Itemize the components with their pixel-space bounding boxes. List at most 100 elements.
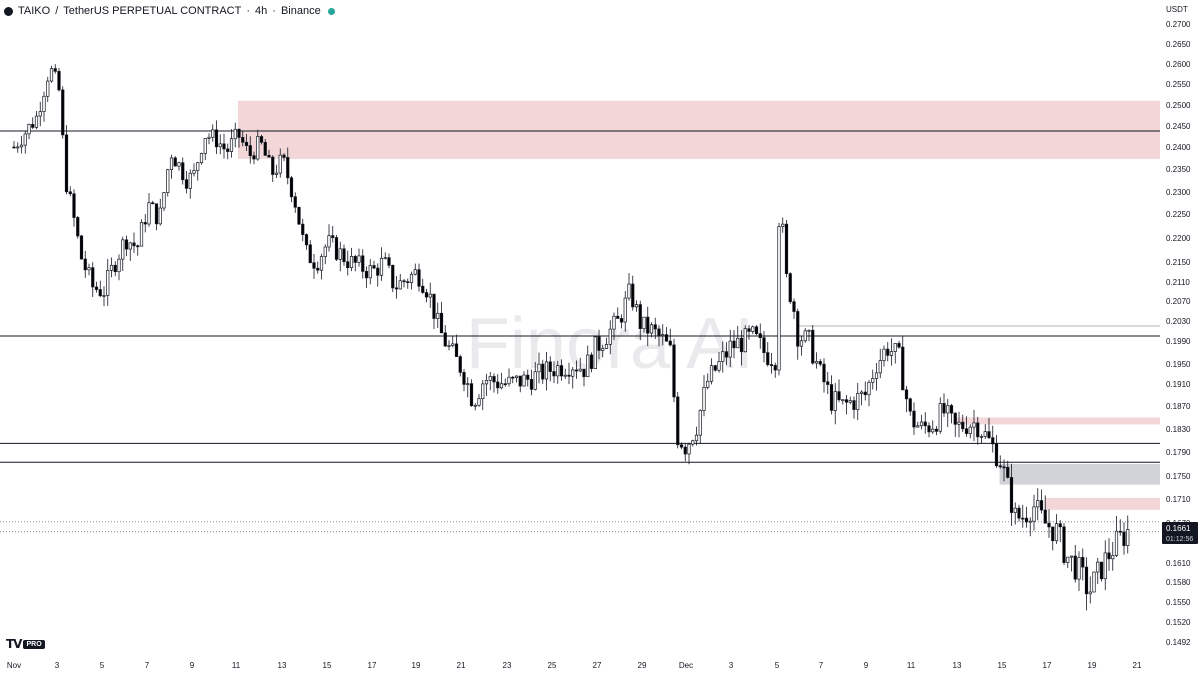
candle-body-193[interactable]	[736, 337, 740, 349]
candle-body-93[interactable]	[361, 255, 365, 272]
candle-body-110[interactable]	[424, 292, 429, 298]
candle-body-296[interactable]	[1122, 531, 1126, 546]
candle-body-69[interactable]	[271, 156, 275, 175]
candle-body-131[interactable]	[503, 383, 507, 386]
candle-body-281[interactable]	[1066, 556, 1070, 563]
candle-body-23[interactable]	[98, 289, 102, 297]
candle-body-90[interactable]	[349, 256, 354, 269]
candle-body-123[interactable]	[473, 404, 477, 407]
candle-body-285[interactable]	[1081, 557, 1085, 568]
candle-body-149[interactable]	[571, 369, 575, 377]
candle-body-24[interactable]	[102, 295, 106, 297]
candle-body-231[interactable]	[878, 360, 882, 374]
candle-body-242[interactable]	[919, 421, 924, 427]
candle-body-118[interactable]	[454, 343, 459, 357]
candle-body-184[interactable]	[702, 387, 706, 411]
candle-body-117[interactable]	[451, 343, 455, 346]
candle-body-246[interactable]	[934, 428, 939, 432]
candle-body-30[interactable]	[124, 239, 129, 250]
candle-body-268[interactable]	[1017, 507, 1021, 519]
candle-body-197[interactable]	[751, 326, 755, 332]
candle-body-161[interactable]	[616, 315, 620, 319]
demand-zone-3[interactable]	[999, 464, 1160, 485]
candle-body-269[interactable]	[1021, 517, 1025, 520]
candle-body-67[interactable]	[263, 141, 267, 156]
candle-body-124[interactable]	[477, 398, 481, 406]
candle-body-253[interactable]	[961, 421, 965, 430]
candle-body-219[interactable]	[833, 391, 837, 411]
candle-body-263[interactable]	[998, 465, 1002, 468]
candle-body-38[interactable]	[154, 203, 159, 225]
candle-body-212[interactable]	[807, 329, 811, 332]
candle-body-271[interactable]	[1028, 520, 1032, 523]
candle-body-207[interactable]	[788, 273, 792, 303]
candle-body-194[interactable]	[739, 337, 744, 353]
candle-body-259[interactable]	[983, 431, 987, 437]
candle-body-188[interactable]	[717, 361, 721, 371]
candle-body-33[interactable]	[136, 245, 140, 248]
candle-body-168[interactable]	[642, 316, 646, 330]
candle-body-144[interactable]	[552, 371, 556, 377]
candle-body-107[interactable]	[413, 269, 417, 275]
candle-body-250[interactable]	[949, 405, 954, 414]
candle-body-264[interactable]	[1002, 466, 1006, 469]
candle-body-220[interactable]	[837, 391, 841, 401]
candle-body-218[interactable]	[829, 384, 834, 411]
candle-body-201[interactable]	[766, 352, 770, 365]
candle-body-230[interactable]	[874, 372, 879, 379]
candle-body-37[interactable]	[151, 202, 155, 205]
candle-body-22[interactable]	[94, 286, 99, 290]
candle-body-225[interactable]	[856, 393, 860, 410]
candle-body-41[interactable]	[166, 169, 170, 193]
candle-body-61[interactable]	[241, 137, 245, 143]
candle-body-64[interactable]	[252, 155, 256, 160]
supply-zone-0[interactable]	[238, 100, 1160, 159]
candle-body-227[interactable]	[863, 391, 867, 396]
candle-body-28[interactable]	[117, 258, 121, 273]
candle-body-36[interactable]	[147, 202, 151, 225]
candle-body-257[interactable]	[976, 422, 980, 438]
candle-body-251[interactable]	[953, 412, 957, 425]
candle-body-48[interactable]	[192, 170, 196, 174]
candle-body-260[interactable]	[987, 431, 991, 439]
candle-body-245[interactable]	[931, 428, 935, 433]
candle-body-204[interactable]	[777, 226, 781, 371]
candle-body-80[interactable]	[312, 262, 316, 269]
candle-body-136[interactable]	[522, 374, 526, 387]
candle-body-129[interactable]	[496, 381, 500, 389]
candle-body-54[interactable]	[214, 129, 219, 148]
candle-body-185[interactable]	[706, 380, 710, 388]
candle-body-239[interactable]	[908, 398, 912, 412]
candle-body-114[interactable]	[439, 312, 444, 334]
candle-body-34[interactable]	[139, 222, 144, 247]
candle-body-293[interactable]	[1111, 555, 1115, 560]
candle-body-191[interactable]	[728, 340, 732, 358]
candle-body-16[interactable]	[72, 193, 76, 218]
candle-body-238[interactable]	[904, 389, 909, 400]
candle-body-148[interactable]	[567, 374, 571, 377]
candle-body-45[interactable]	[181, 162, 185, 181]
candle-body-182[interactable]	[694, 434, 699, 442]
candle-body-49[interactable]	[196, 162, 200, 171]
candle-body-150[interactable]	[574, 369, 579, 372]
candle-body-157[interactable]	[601, 348, 605, 351]
candle-body-291[interactable]	[1103, 552, 1107, 580]
candle-body-156[interactable]	[597, 336, 601, 351]
candle-body-195[interactable]	[743, 328, 747, 353]
candle-body-68[interactable]	[267, 155, 271, 158]
candle-body-102[interactable]	[394, 287, 399, 290]
candle-body-200[interactable]	[762, 337, 766, 353]
candle-body-50[interactable]	[199, 153, 204, 164]
candle-body-11[interactable]	[53, 68, 57, 72]
candle-body-85[interactable]	[331, 235, 335, 238]
candle-body-162[interactable]	[619, 318, 624, 323]
candle-body-99[interactable]	[383, 257, 387, 260]
candle-body-2[interactable]	[19, 144, 24, 148]
candle-body-60[interactable]	[237, 128, 241, 138]
candle-body-248[interactable]	[942, 403, 946, 414]
candle-body-132[interactable]	[507, 376, 511, 385]
candle-body-20[interactable]	[87, 267, 91, 271]
candle-body-217[interactable]	[826, 381, 830, 385]
candle-body-233[interactable]	[886, 348, 890, 356]
candle-body-222[interactable]	[844, 399, 849, 403]
